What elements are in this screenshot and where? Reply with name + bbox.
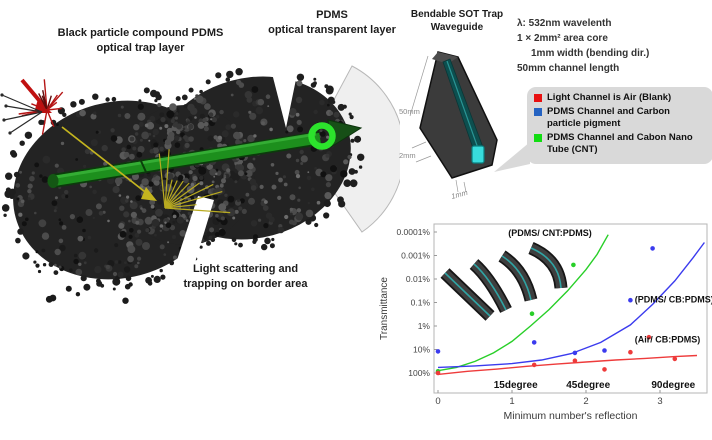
waveguide-3d-diagram: 50mm 2mm 1mm xyxy=(399,51,498,200)
svg-text:(PDMS/ CB:PDMS): (PDMS/ CB:PDMS) xyxy=(635,295,712,305)
svg-text:Transmittance: Transmittance xyxy=(379,277,390,340)
green-beam xyxy=(47,119,363,188)
svg-text:0.01%: 0.01% xyxy=(406,274,431,284)
beam-exit-ring xyxy=(308,122,336,150)
legend-label-carbon: PDMS Channel and Carbon particle pigment xyxy=(547,105,670,130)
svg-text:1%: 1% xyxy=(418,321,431,331)
svg-text:0: 0 xyxy=(435,396,440,407)
svg-text:45degree: 45degree xyxy=(566,380,610,391)
svg-text:100%: 100% xyxy=(408,368,430,378)
waveguide-channel-end-face xyxy=(471,145,485,164)
legend-swatch-green xyxy=(534,133,542,142)
legend-callout: Light Channel is Air (Blank) PDMS Channe… xyxy=(527,87,712,164)
label-transparent-layer-line1: PDMS xyxy=(316,9,348,21)
legend-label-cnt: PDMS Channel and Cabon Nano Tube (CNT) xyxy=(547,131,693,156)
legend-item-cnt: PDMS Channel and Cabon Nano Tube (CNT) xyxy=(534,132,706,157)
legend-item-carbon: PDMS Channel and Carbon particle pigment xyxy=(534,106,706,131)
scene-caption-line1: Light scattering and xyxy=(192,263,299,275)
pdms-transparent-wedge xyxy=(305,65,400,233)
legend-callout-tail xyxy=(494,142,530,172)
waveguide-inset-pictures xyxy=(440,242,568,321)
waveguide-title-line1: Bendable SOT Trap xyxy=(410,9,504,20)
legend-swatch-red xyxy=(534,94,542,102)
svg-text:10%: 10% xyxy=(413,345,430,355)
waveguide-specs: λ: 532nm wavelenth 1 × 2mm² area core 1m… xyxy=(517,16,649,76)
waveguide-title: Bendable SOT Trap Waveguide xyxy=(398,8,516,34)
svg-text:2: 2 xyxy=(583,396,588,407)
spec-core-area: 1 × 2mm² area core xyxy=(517,33,608,44)
spec-wavelength: λ: 532nm wavelenth xyxy=(517,18,612,29)
dim-height-label: 2mm xyxy=(399,151,416,160)
svg-text:90degree: 90degree xyxy=(651,380,695,391)
notch-bottom xyxy=(160,196,214,312)
waveguide-slab xyxy=(419,51,498,179)
svg-text:3: 3 xyxy=(657,396,662,407)
svg-text:0.0001%: 0.0001% xyxy=(396,227,430,237)
spec-width: 1mm width (bending dir.) xyxy=(531,48,650,59)
svg-text:(Air/ CB:PDMS): (Air/ CB:PDMS) xyxy=(635,334,701,344)
dimension-lines xyxy=(409,55,467,193)
waveguide-title-line2: Waveguide xyxy=(430,22,484,33)
label-trap-layer-line1: Black particle compound PDMS xyxy=(57,27,224,39)
svg-text:1: 1 xyxy=(509,396,514,407)
beam-end-cap xyxy=(47,174,59,188)
label-trap-layer-line2: optical trap layer xyxy=(96,42,185,54)
legend-swatch-blue xyxy=(534,107,542,116)
spec-channel-length: 50mm channel length xyxy=(517,63,620,74)
label-transparent-layer-line2: optical transparent layer xyxy=(268,24,396,36)
bent-waveguide-bars xyxy=(440,242,568,321)
transmittance-chart: 0.0001% 0.001% 0.01% 0.1% 1% 10% 100% 0 1 2 3 (PDMS… xyxy=(379,223,712,422)
scattering-rays xyxy=(0,78,231,214)
waveguide-slab-top-face xyxy=(432,52,458,64)
label-trap-layer: Black particle compound PDMS optical tra… xyxy=(38,26,243,56)
svg-text:0.001%: 0.001% xyxy=(401,251,430,261)
dim-length-label: 50mm xyxy=(399,107,420,116)
legend-label-air: Light Channel is Air (Blank) xyxy=(547,92,672,103)
label-transparent-layer: PDMS optical transparent layer xyxy=(252,8,412,38)
legend-item-air: Light Channel is Air (Blank) xyxy=(534,92,706,105)
scene-caption-line2: trapping on border area xyxy=(183,278,308,290)
svg-text:(PDMS/ CNT:PDMS): (PDMS/ CNT:PDMS) xyxy=(508,228,592,238)
svg-text:Minimum number's reflection: Minimum number's reflection xyxy=(504,410,638,422)
svg-text:15degree: 15degree xyxy=(494,380,538,391)
optical-trap-3d-scene xyxy=(0,50,400,312)
scene-caption: Light scattering and trapping on border … xyxy=(163,262,328,292)
notch-top xyxy=(266,50,302,128)
dim-width-label: 1mm xyxy=(450,188,468,200)
svg-text:0.1%: 0.1% xyxy=(411,298,431,308)
